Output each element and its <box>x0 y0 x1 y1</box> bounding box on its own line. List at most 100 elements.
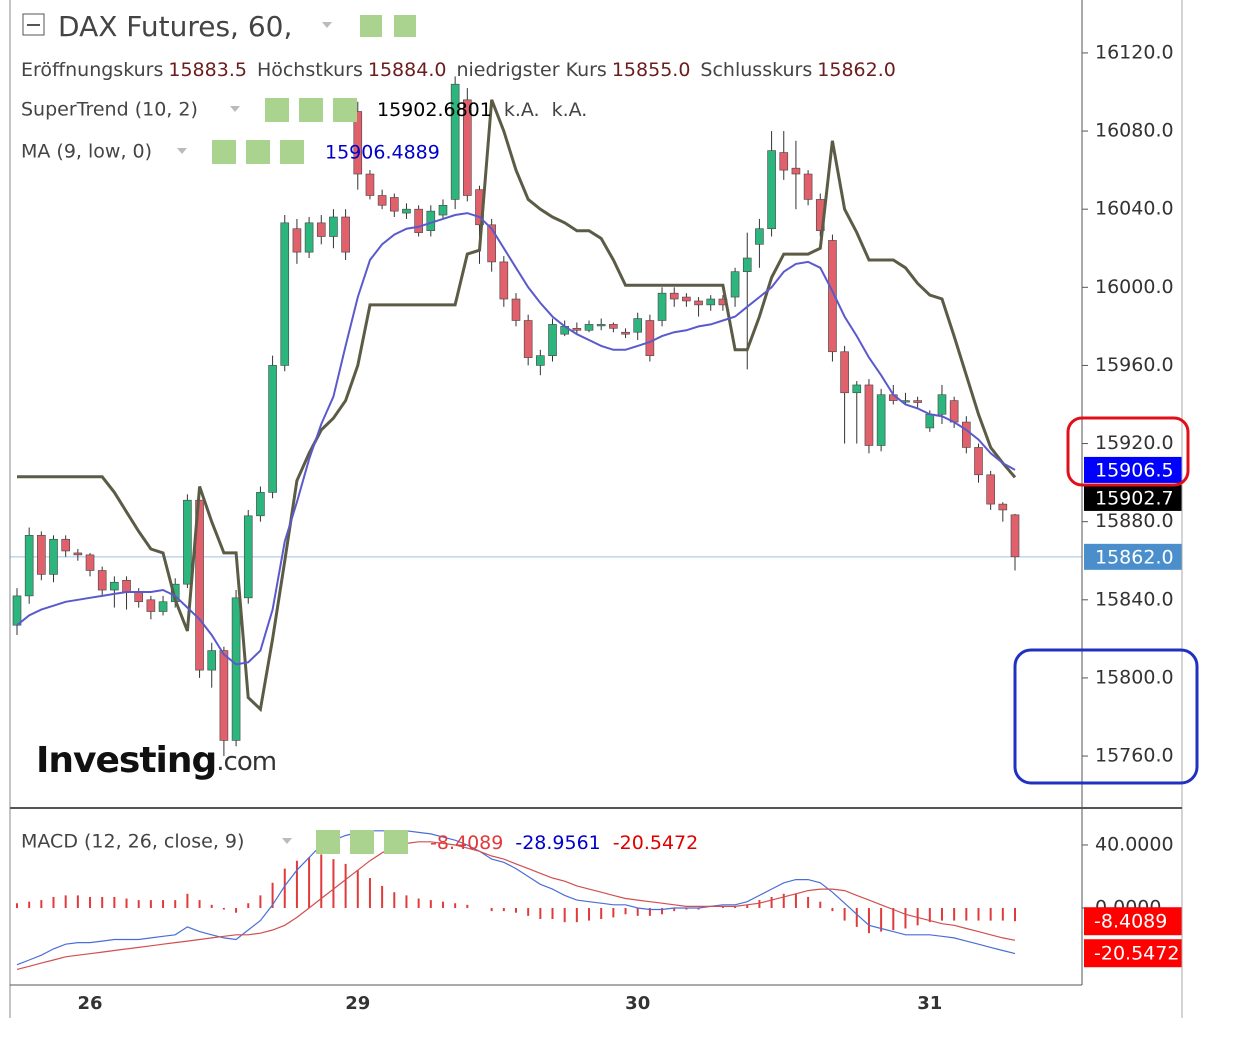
value-tag-label: -20.5472 <box>1094 943 1179 965</box>
icon[interactable] <box>333 98 357 122</box>
candle-body <box>925 413 935 429</box>
icon[interactable] <box>246 140 270 164</box>
candle-body <box>803 173 813 200</box>
candle-body <box>85 554 95 571</box>
candle-body <box>219 650 229 741</box>
candle-body <box>134 591 144 603</box>
icon[interactable] <box>316 830 340 854</box>
indicator-values: 15902.6801 k.A. k.A. <box>377 99 587 121</box>
candle-body <box>779 152 789 171</box>
price-tag-label: 15862.0 <box>1095 546 1174 568</box>
indicator-value: -20.5472 <box>613 832 698 854</box>
candle-body <box>511 298 521 321</box>
price-tag-label: 15906.5 <box>1095 459 1174 481</box>
candle-body <box>840 351 849 394</box>
icon[interactable] <box>350 830 374 854</box>
candle-body <box>633 318 643 333</box>
indicator-line <box>17 99 1017 713</box>
y-tick-label: 15880.0 <box>1095 510 1174 532</box>
candle-body <box>158 601 168 612</box>
candle-body <box>146 599 156 612</box>
highlight-box <box>1013 648 1199 785</box>
candle-body <box>767 150 776 230</box>
indicator-name: MA (9, low, 0) <box>21 141 152 163</box>
candle-body <box>450 83 460 200</box>
icons <box>212 15 416 854</box>
indicator-value: k.A. <box>552 99 588 121</box>
candle-body <box>73 552 83 556</box>
candle-body <box>949 400 959 423</box>
ohlc-name: niedrigster Kurs <box>456 59 606 81</box>
macd-line <box>16 841 1016 970</box>
candle-body <box>584 324 594 331</box>
ohlc-legend: Eröffnungskurs 15883.5 Höchstkurs 15884.0 ni… <box>21 59 896 81</box>
candle-body <box>304 222 314 253</box>
candle-body <box>365 173 375 196</box>
icon[interactable] <box>299 98 323 122</box>
ohlc-name: Schlusskurs <box>700 59 812 81</box>
indicator-line <box>16 212 1016 666</box>
candle-body <box>414 208 423 233</box>
icon[interactable] <box>360 15 382 37</box>
icon[interactable] <box>280 140 304 164</box>
candle-body <box>329 216 338 237</box>
value-tag <box>1084 939 1182 968</box>
indicator-values: -8.4089 -28.9561 -20.5472 <box>430 832 698 854</box>
candle-body <box>12 595 22 626</box>
candle-body <box>1010 514 1020 558</box>
icon[interactable] <box>212 140 236 164</box>
ohlc-name: Höchstkurs <box>257 59 363 81</box>
candle-body <box>243 515 253 599</box>
candle-body <box>49 538 58 575</box>
y-tick-label: 16120.0 <box>1095 41 1174 63</box>
indicator-name: MACD (12, 26, close, 9) <box>21 831 244 853</box>
chart-title: DAX Futures, 60, <box>58 10 292 43</box>
candle-body <box>536 355 545 366</box>
y-tick-label: 40.0000 <box>1095 833 1174 855</box>
indicator-value: k.A. <box>504 99 540 121</box>
candle-body <box>523 320 533 358</box>
candle-body <box>231 597 241 741</box>
candle-body <box>937 394 947 415</box>
x-tick-label: 29 <box>345 993 370 1014</box>
y-tick-label: 15840.0 <box>1095 588 1174 610</box>
indicator-name: SuperTrend (10, 2) <box>21 99 198 121</box>
candle-body <box>256 492 265 517</box>
candle-body <box>110 581 119 591</box>
candle-body <box>657 292 667 321</box>
value-tag-label: -8.4089 <box>1094 911 1167 933</box>
icon[interactable] <box>384 830 408 854</box>
y-tick-label: 16080.0 <box>1095 120 1174 142</box>
candle-body <box>402 208 411 214</box>
y-tick-label: 15800.0 <box>1095 666 1174 688</box>
candle-body <box>694 300 703 306</box>
candle-body <box>572 328 582 331</box>
icon[interactable] <box>265 98 289 122</box>
candle-body <box>499 261 509 300</box>
candle-body <box>268 365 277 493</box>
candle-body <box>183 499 192 585</box>
ohlc-value: 15855.0 <box>612 59 691 81</box>
y-tick-label: 15920.0 <box>1095 432 1174 454</box>
highlight-box <box>1066 416 1190 487</box>
candle-body <box>986 474 995 505</box>
price-tag <box>1084 543 1182 570</box>
candle-body <box>438 204 448 216</box>
candle-body <box>207 650 217 671</box>
dropdown[interactable] <box>322 22 332 28</box>
price-tag-label: 15902.7 <box>1095 487 1174 509</box>
x-tick-label: 31 <box>917 993 942 1014</box>
icon[interactable] <box>394 15 416 37</box>
candle-body <box>755 228 764 245</box>
indicator-value: -28.9561 <box>515 832 600 854</box>
candle-body <box>682 296 691 302</box>
y-tick-label: 15960.0 <box>1095 354 1174 376</box>
indicator-value: 15906.4889 <box>325 142 440 164</box>
macd-line <box>16 830 1016 966</box>
indicator-value: -8.4089 <box>430 832 503 854</box>
candle-body <box>962 421 971 448</box>
collapse-icon[interactable] <box>22 13 45 36</box>
candle-body <box>609 324 618 329</box>
